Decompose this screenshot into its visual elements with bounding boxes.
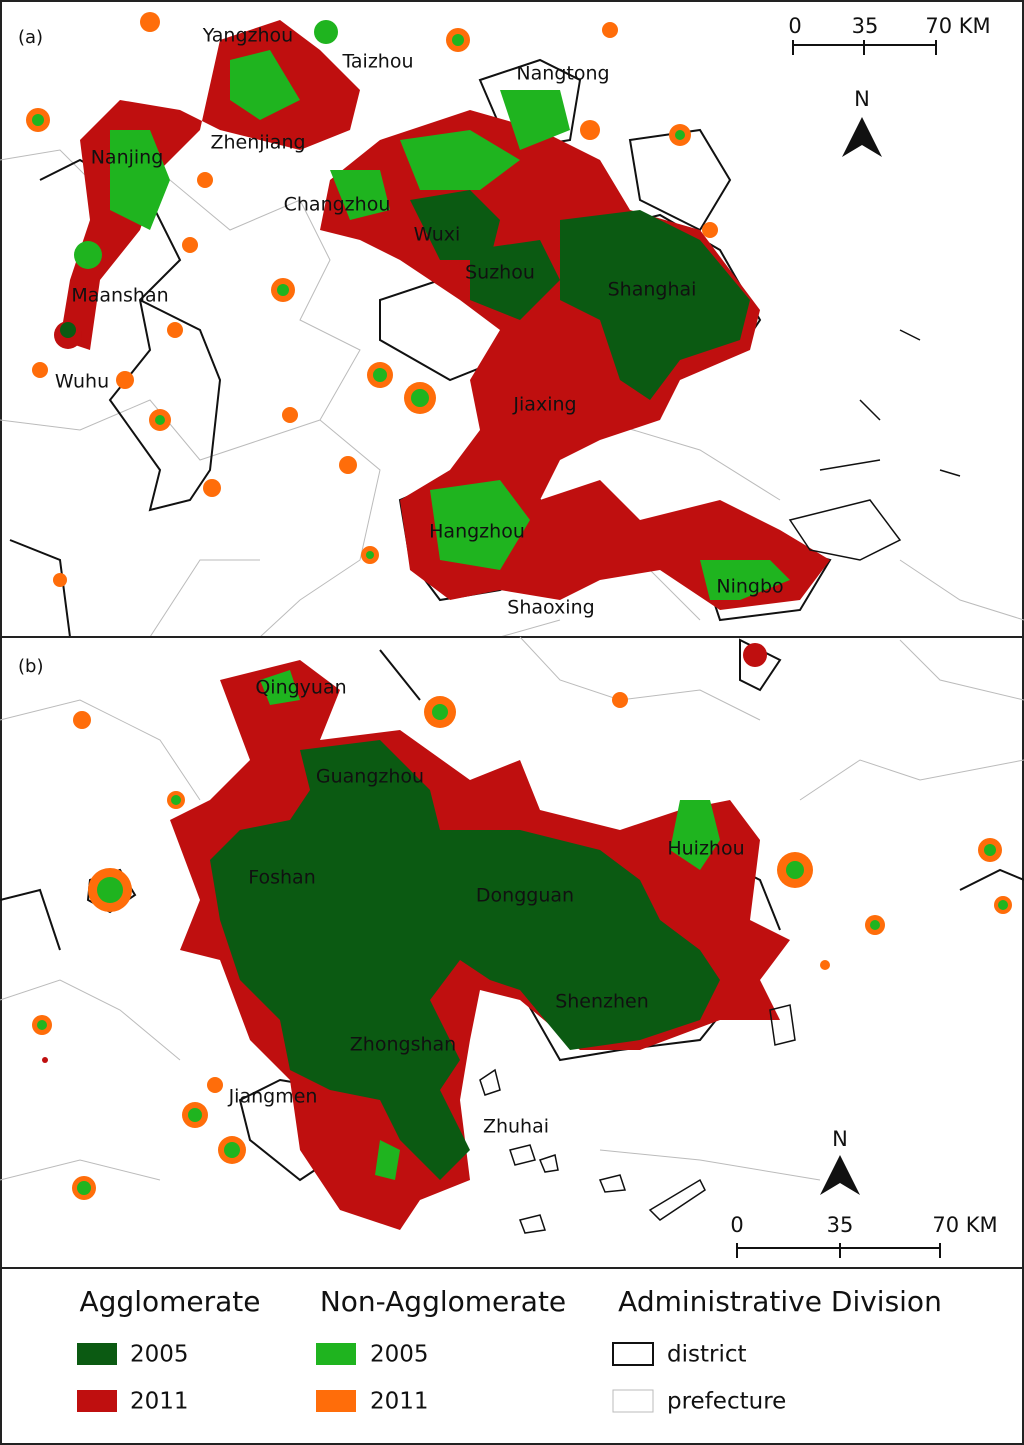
city-label: Jiaxing [512, 394, 576, 416]
scale-label: 70 KM [925, 14, 990, 38]
city-label: Yangzhou [202, 25, 293, 47]
panel-b-map [0, 636, 1024, 1258]
city-label: Shaoxing [507, 597, 594, 619]
city-label: Maanshan [71, 285, 168, 307]
legend-title: Agglomerate [80, 1285, 261, 1318]
city-label: Ningbo [716, 576, 783, 598]
city-label: Zhuhai [483, 1116, 549, 1138]
city-label: Zhenjiang [210, 132, 305, 154]
legend: Agglomerate 2005 2011 Non-Agglomerate 20… [77, 1285, 942, 1415]
legend-item: 2011 [370, 1389, 429, 1415]
north-label: N [832, 1127, 848, 1151]
city-label: Shenzhen [555, 991, 649, 1013]
legend-swatch [77, 1343, 117, 1365]
city-label: Wuxi [414, 224, 461, 246]
legend-title: Non-Agglomerate [320, 1285, 566, 1318]
legend-swatch [316, 1390, 356, 1412]
city-label: Shanghai [608, 279, 697, 301]
legend-title: Administrative Division [618, 1285, 942, 1318]
city-label: Zhongshan [350, 1034, 456, 1056]
legend-swatch [612, 1389, 654, 1413]
small-patches [26, 12, 718, 587]
panel-label: (b) [18, 656, 43, 677]
city-label: Hangzhou [429, 521, 525, 543]
north-label: N [854, 87, 870, 111]
city-label: Wuhu [55, 371, 109, 393]
legend-swatch [612, 1342, 654, 1366]
city-label: Nanjing [91, 147, 164, 169]
scale-label: 70 KM [932, 1213, 997, 1237]
legend-swatch [316, 1343, 356, 1365]
legend-swatch [77, 1390, 117, 1412]
legend-item: 2005 [370, 1342, 429, 1368]
scale-label: 35 [852, 14, 879, 38]
panel-label: (a) [18, 27, 43, 48]
small-patches-b [32, 643, 1012, 1200]
legend-item: prefecture [667, 1389, 786, 1415]
scale-label: 35 [827, 1213, 854, 1237]
scale-label: 0 [788, 14, 801, 38]
city-label: Nangtong [516, 63, 609, 85]
legend-item: district [667, 1342, 747, 1368]
city-label: Qingyuan [255, 677, 346, 699]
legend-item: 2005 [130, 1342, 189, 1368]
city-label: Suzhou [465, 262, 535, 284]
city-label: Dongguan [476, 885, 574, 907]
city-label: Changzhou [284, 194, 391, 216]
scale-label: 0 [730, 1213, 743, 1237]
city-label: Taizhou [341, 51, 413, 73]
city-label: Jiangmen [228, 1086, 318, 1108]
panel-a-map [0, 12, 1024, 638]
legend-item: 2011 [130, 1389, 189, 1415]
city-label: Guangzhou [316, 766, 424, 788]
city-label: Foshan [248, 867, 316, 889]
city-label: Huizhou [667, 838, 744, 860]
